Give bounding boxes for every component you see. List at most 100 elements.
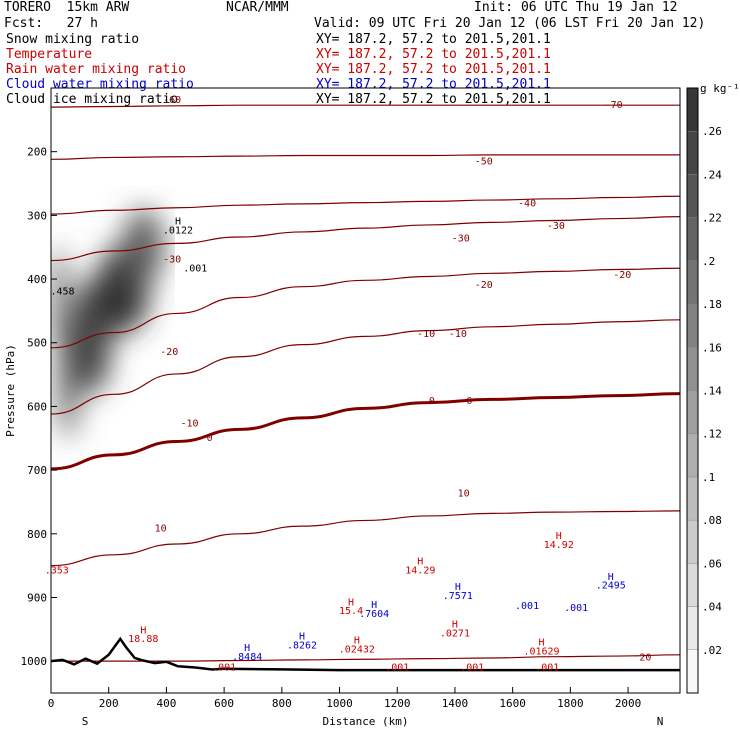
x-tick-label-2000: 2000: [615, 697, 642, 710]
annotation-3: .458: [50, 287, 74, 298]
annotation-30: .001: [515, 601, 539, 612]
annotation-21: H: [608, 572, 614, 583]
contour-labels: -60 -70 -50 -40 -30 -30 -20 -20 -10 -10 0 0 0 10 10 20 -…: [45, 95, 652, 673]
isotherm-label-15: 20: [639, 653, 651, 664]
field-rain-name: Rain water mixing ratio: [6, 62, 187, 77]
isotherm-label-16: -30: [163, 255, 181, 266]
y-tick-label-1000: 1000: [21, 655, 48, 668]
isotherm-10: [51, 510, 680, 567]
colorbar: .02 .04 .06 .08 .1 .12 .14 .16 .18 .2 .22 .24 .26 g k…: [686, 82, 740, 694]
isotherm-m50: [51, 154, 680, 160]
isotherm-label-13: 10: [458, 488, 470, 499]
colorbar-segment-6: [686, 390, 699, 434]
annotation-19: H: [455, 582, 461, 593]
colorbar-tick-2: .06: [702, 557, 722, 570]
isotherm-label-18: -10: [180, 418, 198, 429]
isotherm-label-17: -20: [160, 347, 178, 358]
colorbar-segment-0: [686, 649, 699, 694]
isotherm-label-10: 0: [429, 396, 435, 407]
x-tick-label-1800: 1800: [557, 697, 584, 710]
annotation-32: .001: [460, 662, 484, 673]
annotation-0: H: [175, 216, 181, 227]
field-temp-xy: XY= 187.2, 57.2 to 201.5,201.1: [316, 47, 551, 62]
colorbar-segment-3: [686, 519, 699, 564]
colorbar-unit: g kg⁻¹: [700, 82, 740, 95]
isotherm-0: [51, 392, 680, 471]
field-snow-name: Snow mixing ratio: [6, 32, 140, 47]
y-tick-label-500: 500: [27, 337, 47, 350]
annotation-8: 14.29: [405, 565, 435, 576]
annotation-20: .7571: [443, 591, 473, 602]
isotherm-20: [51, 654, 680, 662]
colorbar-segment-5: [686, 433, 699, 478]
annotation-6: 18.88: [128, 634, 158, 645]
isotherm-label-11: 0: [466, 396, 472, 407]
x-tick-label-0: 0: [48, 697, 55, 710]
annotation-26: .0271: [440, 629, 470, 640]
colorbar-tick-0: .02: [702, 644, 722, 657]
colorbar-tick-3: .08: [702, 514, 722, 527]
isotherm-label-2: -50: [475, 157, 493, 168]
annotation-16: .8262: [287, 641, 317, 652]
axes: 0 200 400 600 800 1000 1200 1400 1600 1800 2000200…: [4, 146, 663, 728]
field-snow-xy: XY= 187.2, 57.2 to 201.5,201.1: [316, 32, 551, 47]
x-tick-label-1400: 1400: [442, 697, 469, 710]
isotherm-m10: [51, 319, 680, 415]
colorbar-segment-8: [686, 303, 699, 348]
x-end-label-right: N: [657, 715, 664, 728]
x-end-label-left: S: [82, 715, 89, 728]
annotation-24: .02432: [339, 644, 375, 655]
annotation-10: 14.92: [544, 540, 574, 551]
colorbar-tick-10: .22: [702, 212, 722, 225]
colorbar-segment-9: [686, 260, 699, 305]
isotherm-m40: [51, 195, 680, 215]
colorbar-segment-4: [686, 476, 699, 521]
colorbar-tick-1: .04: [702, 601, 722, 614]
annotation-1: .0122: [163, 225, 193, 236]
annotation-12: 15.4: [339, 606, 363, 617]
annotation-23: H: [354, 636, 360, 647]
annotation-13: H: [244, 643, 250, 654]
annotation-27: H: [538, 637, 544, 648]
annotation-25: H: [452, 620, 458, 631]
y-tick-label-900: 900: [27, 591, 47, 604]
isotherm-label-14: 10: [155, 523, 167, 534]
snow-blob-4: [51, 247, 69, 350]
isotherm-m30: [51, 216, 680, 262]
annotation-31: .001: [385, 662, 409, 673]
annotation-9: H: [556, 531, 562, 542]
model-title: TORERO 15km ARW: [4, 0, 130, 15]
annotation-22: .2495: [596, 581, 626, 592]
snow-shading: [51, 209, 164, 439]
y-tick-label-600: 600: [27, 400, 47, 413]
isotherm-label-1: -70: [605, 100, 623, 111]
colorbar-segment-12: [686, 131, 699, 175]
x-tick-label-600: 600: [214, 697, 234, 710]
field-rain-xy: XY= 187.2, 57.2 to 201.5,201.1: [316, 62, 551, 77]
colorbar-tick-7: .16: [702, 341, 722, 354]
y-tick-label-700: 700: [27, 464, 47, 477]
isotherm-m60: [51, 104, 680, 108]
isotherm-label-12: 0: [207, 433, 213, 444]
isotherm-label-6: -20: [475, 280, 493, 291]
colorbar-segment-1: [686, 606, 699, 650]
colorbar-segment-10: [686, 217, 699, 262]
annotation-14: .8484: [232, 652, 262, 663]
colorbar-segment-2: [686, 563, 699, 607]
valid-time: Valid: 09 UTC Fri 20 Jan 12 (06 LST Fri …: [314, 16, 706, 31]
isotherm-label-0: -60: [163, 95, 181, 106]
annotation-33: .001: [535, 662, 559, 673]
x-axis-label: Distance (km): [322, 715, 408, 728]
isotherm-label-3: -40: [518, 199, 536, 210]
x-tick-label-800: 800: [272, 697, 292, 710]
colorbar-segment-13: [686, 87, 699, 132]
annotation-5: H: [140, 625, 146, 636]
isotherm-label-8: -10: [417, 329, 435, 340]
annotation-11: H: [348, 597, 354, 608]
x-tick-label-400: 400: [156, 697, 176, 710]
colorbar-tick-8: .18: [702, 298, 722, 311]
annotation-29: .001: [564, 603, 588, 614]
colorbar-tick-4: .1: [702, 471, 715, 484]
plot-frame: [50, 87, 681, 694]
